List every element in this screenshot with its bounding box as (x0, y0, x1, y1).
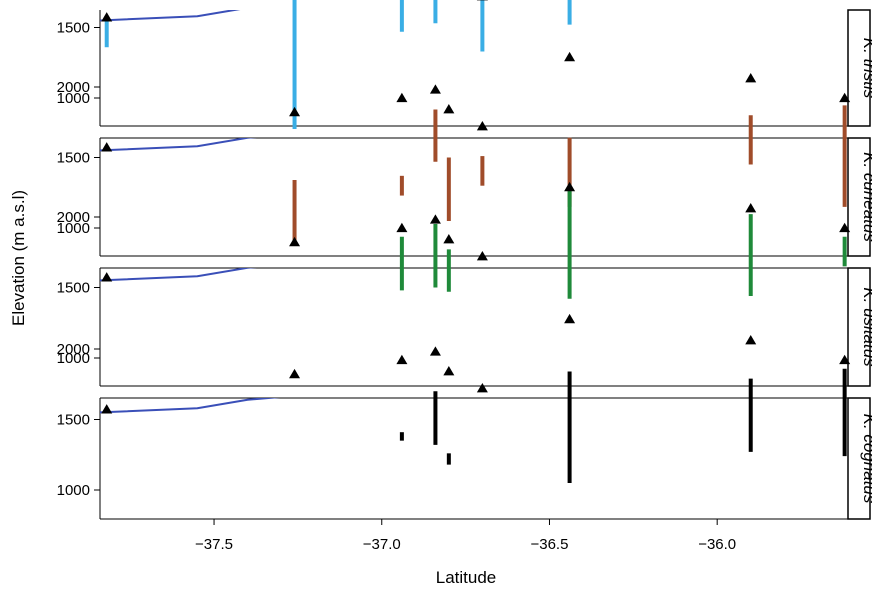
y-tick-label: 2000 (57, 209, 90, 226)
y-tick-label: 1500 (57, 280, 90, 297)
peak-marker (101, 142, 113, 152)
y-axis-title: Elevation (m a.s.l) (9, 190, 28, 326)
species-strip (847, 267, 871, 387)
y-tick-label: 1500 (57, 150, 90, 167)
x-tick-label: −36.0 (698, 536, 736, 553)
peak-marker (476, 120, 488, 131)
peak-marker (289, 236, 301, 247)
peak-marker (839, 222, 851, 233)
peak-marker (429, 214, 441, 224)
peak-marker (101, 272, 113, 282)
peak-marker (564, 313, 576, 324)
y-tick-label: 2000 (57, 79, 90, 96)
species-label: K. cognatus (860, 414, 872, 504)
panel-3: 1000 1500 2000 K. usitatus (57, 181, 872, 387)
x-tick-label: −37.5 (195, 536, 233, 553)
y-tick-label: 1000 (57, 220, 90, 237)
peak-marker (745, 335, 757, 345)
peak-marker (839, 354, 851, 365)
y-tick-label: 1000 (57, 482, 90, 499)
panel-4: 1000 1500 2000 K. cognatus (57, 313, 872, 520)
peak-marker (396, 92, 408, 103)
peak-marker (429, 346, 441, 356)
x-ticks: −37.5 −37.0 −36.5 −36.0 (195, 519, 736, 553)
peak-marker (443, 234, 455, 244)
species-strip (847, 9, 871, 127)
x-tick-label: −37.0 (363, 536, 401, 553)
elevation-line (100, 10, 241, 22)
peak-marker (839, 92, 851, 103)
elevation-line (100, 398, 281, 414)
peak-marker (564, 181, 576, 192)
peak-marker (289, 368, 301, 379)
species-strip (847, 397, 871, 520)
peak-marker (745, 203, 757, 213)
peak-marker (396, 354, 408, 365)
x-axis-title: Latitude (436, 568, 497, 587)
y-tick-label: 1500 (57, 20, 90, 37)
elevation-line (100, 268, 258, 282)
x-tick-label: −36.5 (530, 536, 568, 553)
peak-marker (101, 12, 113, 22)
peak-marker (443, 104, 455, 114)
species-label: K. usitatus (860, 287, 872, 367)
panel-1: 1000 1500 2000 K. tristis (57, 0, 872, 130)
peak-marker (476, 382, 488, 393)
y-tick-label: 1000 (57, 350, 90, 367)
peak-marker (396, 222, 408, 233)
peak-marker (429, 84, 441, 94)
y-tick-label: 1000 (57, 90, 90, 107)
peak-marker (745, 73, 757, 83)
x-axis: −37.5 −37.0 −36.5 −36.0 (100, 518, 848, 553)
peak-marker (289, 106, 301, 117)
peak-marker (443, 366, 455, 376)
panels: 1000 1500 2000 K. tristis 1000 1500 2000 K. cun… (57, 0, 872, 520)
species-label: K. cuneatus (860, 152, 872, 242)
y-tick-label: 1500 (57, 412, 90, 429)
elevation-line (100, 138, 258, 152)
peak-marker (101, 404, 113, 414)
peak-marker (564, 51, 576, 62)
peak-marker (476, 250, 488, 261)
panel-2: 1000 1500 2000 K. cuneatus (57, 51, 872, 257)
species-label: K. tristis (860, 38, 872, 99)
y-tick-label: 2000 (57, 341, 90, 358)
species-strip (847, 137, 871, 257)
